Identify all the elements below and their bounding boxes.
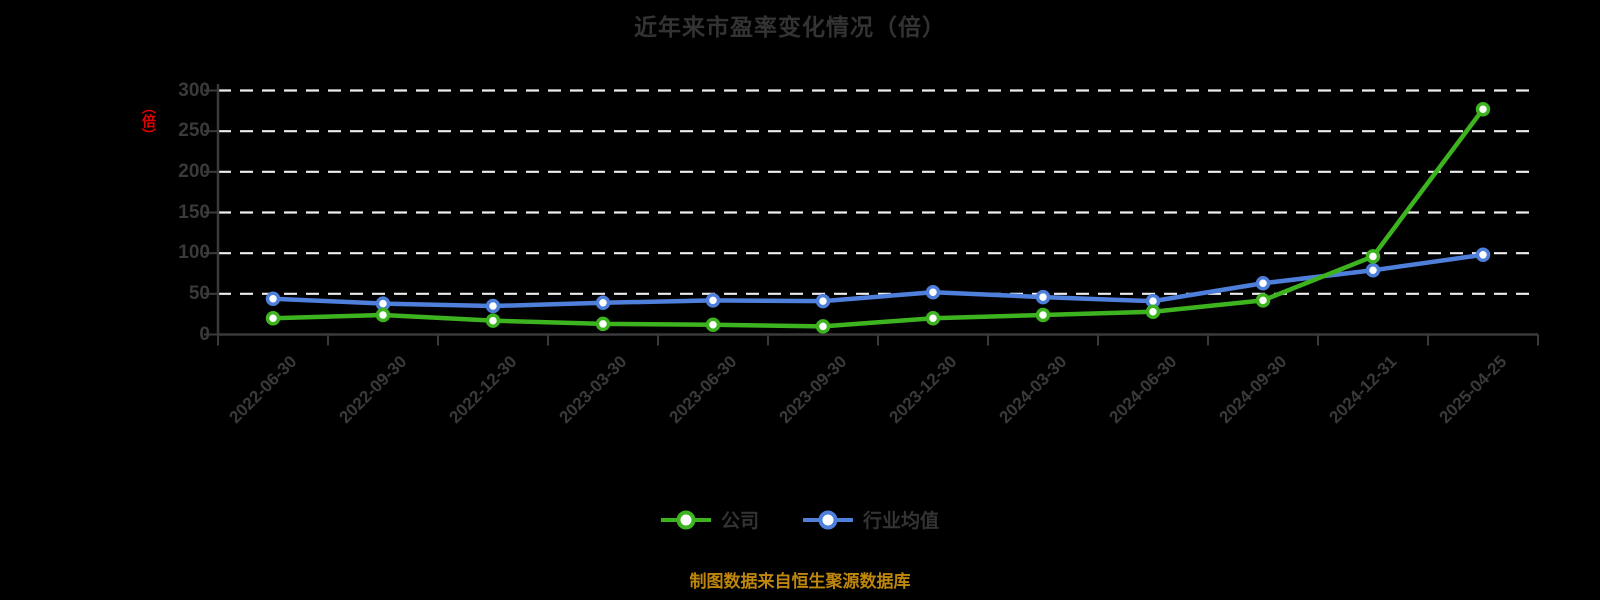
data-point-marker-industry-average: [1475, 247, 1491, 263]
data-point-marker-industry-average: [1255, 276, 1271, 291]
data-point-marker-company: [705, 317, 721, 332]
y-axis-tick-label: 50: [188, 282, 210, 304]
data-point-marker-industry-average: [1365, 262, 1381, 278]
chart-legend: 公司 行业均值: [0, 506, 1600, 533]
data-point-marker-industry-average: [595, 295, 611, 311]
data-point-marker-industry-average: [375, 296, 391, 311]
data-point-marker-company: [1255, 293, 1271, 308]
data-point-marker-company: [1035, 307, 1051, 323]
y-axis-unit-label: （倍）: [141, 100, 157, 142]
data-point-marker-company: [1365, 249, 1381, 264]
legend-label-industry-average: 行业均值: [863, 511, 940, 532]
data-point-marker-industry-average: [265, 291, 281, 306]
data-point-marker-industry-average: [925, 284, 941, 300]
series-line-company: [270, 106, 1486, 329]
y-axis-tick-label: 300: [178, 79, 210, 101]
data-point-marker-company: [1475, 101, 1491, 117]
y-axis-tick-label: 100: [178, 242, 210, 264]
legend-industry-marker-icon: [803, 510, 853, 529]
y-axis-tick-label: 150: [178, 201, 210, 223]
data-point-marker-industry-average: [815, 293, 831, 309]
data-point-marker-company: [265, 310, 281, 326]
data-point-marker-industry-average: [1035, 289, 1051, 305]
data-point-marker-company: [815, 319, 831, 334]
data-point-marker-company: [1145, 304, 1161, 319]
data-point-marker-industry-average: [705, 293, 721, 308]
data-point-marker-company: [595, 316, 611, 332]
legend-company-marker-icon: [660, 510, 711, 529]
data-point-marker-company: [375, 307, 391, 323]
legend-label-company: 公司: [720, 511, 759, 532]
data-source-note: 制图数据来自恒生聚源数据库: [689, 572, 911, 591]
series-line-industry-average: [270, 252, 1486, 309]
chart-title: 近年来市盈率变化情况（倍）: [634, 14, 946, 40]
data-point-marker-company: [485, 313, 501, 328]
y-axis-tick-label: 250: [178, 120, 210, 142]
y-axis-tick-label: 200: [178, 160, 210, 182]
data-point-marker-industry-average: [485, 298, 501, 314]
legend-item-company[interactable]: 公司: [660, 506, 759, 533]
legend-item-industry-average[interactable]: 行业均值: [803, 506, 939, 533]
data-point-marker-company: [925, 310, 941, 326]
y-axis-tick-label: 0: [199, 323, 210, 345]
